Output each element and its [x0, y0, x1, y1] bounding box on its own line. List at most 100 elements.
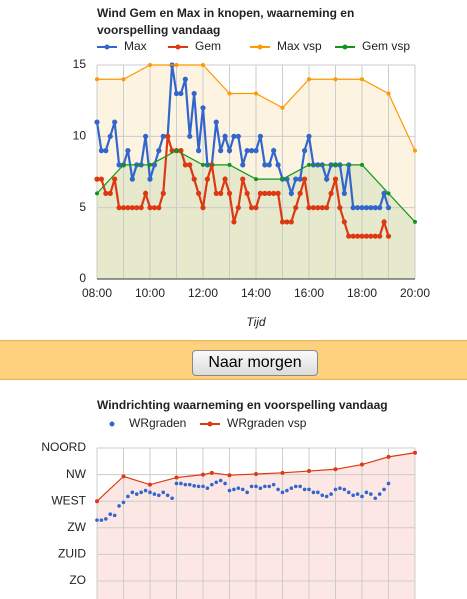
point — [267, 484, 272, 489]
x-tick-label: 08:00 — [82, 286, 112, 300]
point — [231, 133, 237, 139]
point — [280, 470, 285, 475]
point — [333, 487, 338, 492]
point — [359, 233, 365, 239]
point — [213, 190, 219, 196]
point — [121, 77, 126, 82]
next-day-button[interactable]: Naar morgen — [192, 350, 318, 376]
point — [271, 148, 277, 154]
point — [187, 162, 193, 168]
point — [195, 190, 202, 196]
point — [360, 77, 364, 82]
point — [413, 219, 417, 224]
point — [386, 454, 391, 459]
point — [341, 190, 347, 196]
point — [160, 133, 166, 139]
point — [227, 488, 232, 493]
point — [218, 148, 224, 154]
point — [240, 176, 246, 182]
point — [354, 233, 361, 239]
point — [200, 105, 206, 111]
point — [108, 512, 113, 517]
point — [306, 205, 312, 211]
point — [170, 496, 174, 501]
point — [192, 484, 196, 488]
point — [386, 481, 391, 486]
point — [209, 470, 214, 475]
point — [174, 148, 179, 153]
point — [179, 481, 183, 486]
point — [227, 473, 232, 478]
point — [284, 219, 290, 225]
point — [129, 205, 135, 211]
point — [413, 148, 417, 153]
point — [332, 176, 339, 182]
point — [346, 233, 352, 239]
legend-marker — [104, 44, 110, 50]
y-tick-label: ZO — [69, 573, 86, 587]
point — [143, 488, 148, 493]
point — [245, 490, 249, 495]
point — [311, 490, 316, 495]
point — [156, 148, 162, 154]
point — [161, 490, 166, 495]
point — [297, 176, 303, 182]
point — [377, 205, 383, 211]
x-tick-label: 10:00 — [135, 286, 165, 300]
point — [324, 205, 330, 211]
point — [151, 205, 158, 211]
point — [116, 162, 122, 168]
point — [121, 162, 126, 167]
point — [130, 490, 135, 495]
point — [257, 133, 264, 139]
y-tick-label: 10 — [73, 129, 87, 143]
point — [254, 177, 258, 182]
y-tick-label: ZW — [67, 520, 86, 534]
point — [218, 478, 223, 483]
point — [182, 162, 188, 168]
point — [195, 148, 202, 154]
point — [126, 494, 130, 499]
point — [95, 191, 99, 196]
point — [316, 490, 320, 495]
point — [222, 176, 228, 182]
point — [351, 493, 355, 498]
point — [187, 482, 192, 487]
legend-label: Gem — [195, 39, 221, 53]
point — [213, 119, 219, 125]
point — [240, 487, 245, 492]
point — [94, 176, 100, 182]
point — [324, 494, 329, 499]
point — [363, 205, 370, 211]
point — [288, 190, 294, 196]
point — [174, 481, 179, 486]
point — [201, 162, 205, 167]
point — [266, 162, 272, 168]
point — [381, 190, 387, 196]
point — [293, 205, 299, 211]
point — [174, 63, 179, 67]
point — [201, 484, 205, 489]
point — [354, 205, 361, 211]
legend-marker — [207, 421, 213, 427]
chart-title: Windrichting waarneming en voorspelling … — [97, 398, 388, 412]
y-tick-label: NOORD — [41, 440, 86, 454]
point — [263, 484, 267, 489]
point — [254, 472, 258, 477]
point — [364, 490, 369, 495]
point — [258, 486, 263, 490]
point — [298, 484, 302, 489]
point — [324, 176, 330, 182]
y-tick-label: 5 — [79, 200, 86, 214]
point — [341, 219, 347, 225]
point — [98, 176, 105, 182]
point — [204, 176, 211, 182]
point — [285, 488, 289, 493]
point — [320, 493, 325, 498]
point — [262, 162, 268, 168]
point — [319, 205, 325, 211]
point — [346, 490, 351, 495]
point — [103, 190, 109, 196]
